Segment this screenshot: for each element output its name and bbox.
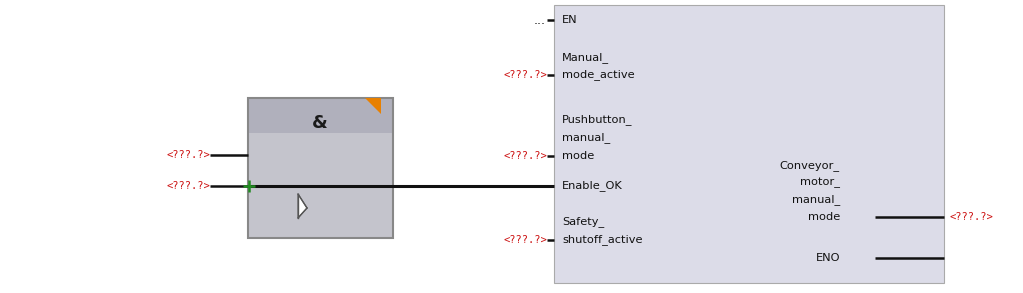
Text: <???.?>: <???.?> [503, 235, 547, 245]
Text: mode_active: mode_active [562, 69, 634, 81]
Text: motor_: motor_ [800, 178, 840, 188]
Text: EN: EN [562, 15, 578, 25]
Text: <???.?>: <???.?> [503, 70, 547, 80]
Text: mode: mode [562, 151, 594, 161]
Text: &: & [312, 114, 328, 132]
Text: <???.?>: <???.?> [950, 212, 993, 222]
Text: Pushbutton_: Pushbutton_ [562, 115, 632, 125]
Text: <???.?>: <???.?> [167, 150, 210, 160]
Text: mode: mode [808, 212, 840, 222]
Text: shutoff_active: shutoff_active [562, 235, 642, 246]
Text: manual_: manual_ [562, 132, 611, 144]
Text: <???.?>: <???.?> [503, 151, 547, 161]
Text: ...: ... [534, 13, 546, 26]
Text: Conveyor_: Conveyor_ [780, 161, 840, 171]
Text: ENO: ENO [815, 253, 840, 263]
Polygon shape [365, 98, 381, 114]
Text: Safety_: Safety_ [562, 217, 605, 227]
Text: Manual_: Manual_ [562, 52, 609, 64]
Text: Enable_OK: Enable_OK [562, 180, 623, 191]
Bar [554, 5, 944, 283]
Text: manual_: manual_ [792, 195, 840, 205]
Text: <???.?>: <???.?> [167, 181, 210, 191]
Bar [248, 133, 393, 238]
Bar [248, 98, 393, 133]
Bar [248, 98, 393, 238]
Polygon shape [298, 194, 307, 218]
